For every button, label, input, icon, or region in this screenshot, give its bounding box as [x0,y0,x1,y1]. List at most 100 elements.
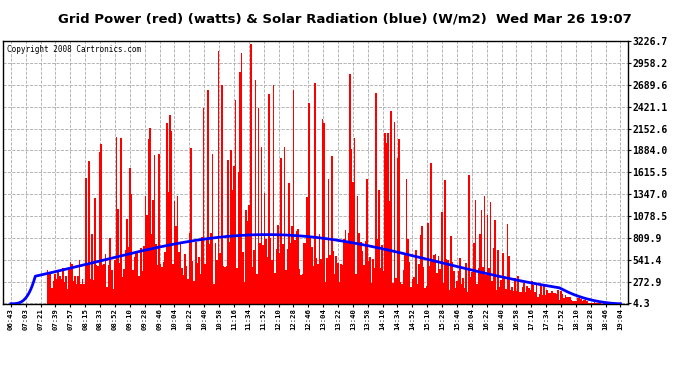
Bar [313,266,314,304]
Bar [230,150,232,304]
Bar [545,295,546,304]
Bar [333,251,334,304]
Bar [183,274,184,304]
Bar [477,268,479,304]
Bar [257,108,259,304]
Bar [497,250,499,304]
Bar [442,284,444,304]
Bar [496,290,497,304]
Bar [140,248,141,304]
Bar [189,234,190,304]
Bar [131,194,132,304]
Bar [132,270,134,304]
Bar [85,178,86,304]
Bar [526,286,528,304]
Bar [393,122,395,304]
Bar [203,108,204,304]
Bar [91,234,92,304]
Bar [67,290,68,304]
Bar [360,242,362,304]
Bar [129,168,131,304]
Bar [115,137,117,304]
Bar [593,302,595,304]
Bar [339,282,340,304]
Bar [290,243,291,304]
Text: Copyright 2008 Cartronics.com: Copyright 2008 Cartronics.com [7,45,141,54]
Bar [415,250,417,304]
Bar [288,183,290,304]
Bar [174,201,175,304]
Bar [465,263,467,304]
Bar [55,274,56,304]
Bar [110,238,111,304]
Bar [481,210,482,304]
Bar [574,301,575,304]
Bar [149,128,150,304]
Bar [569,297,571,304]
Bar [273,85,275,304]
Bar [471,272,473,304]
Bar [284,147,285,304]
Bar [222,266,224,304]
Bar [457,271,460,304]
Bar [571,300,573,304]
Bar [187,279,189,304]
Bar [146,216,148,304]
Bar [197,263,198,304]
Bar [508,256,510,304]
Bar [555,294,557,304]
Bar [170,130,172,304]
Bar [299,269,300,304]
Bar [268,94,270,304]
Bar [375,93,377,304]
Bar [70,262,71,304]
Bar [583,300,584,304]
Bar [217,260,218,304]
Bar [575,302,577,304]
Bar [282,244,284,304]
Bar [62,268,63,304]
Bar [108,266,110,304]
Bar [63,282,65,304]
Bar [500,280,502,304]
Bar [418,264,420,304]
Bar [294,240,296,304]
Bar [603,303,604,304]
Bar [297,229,299,304]
Bar [538,297,539,304]
Bar [235,100,236,304]
Bar [329,255,331,304]
Bar [380,268,382,304]
Bar [275,273,276,304]
Bar [204,264,206,304]
Bar [453,271,455,304]
Bar [363,266,364,304]
Bar [484,196,485,304]
Bar [86,264,88,304]
Bar [195,242,197,304]
Bar [305,243,306,304]
Bar [539,294,540,304]
Bar [184,254,186,304]
Bar [502,253,504,304]
Bar [597,303,598,304]
Bar [119,263,120,304]
Bar [121,277,124,304]
Bar [455,288,456,304]
Bar [432,259,433,304]
Bar [564,295,566,304]
Bar [227,160,228,304]
Bar [447,260,448,304]
Bar [369,257,371,304]
Bar [559,300,560,304]
Bar [100,144,102,304]
Bar [233,166,235,304]
Bar [96,265,97,304]
Bar [546,290,548,304]
Bar [489,268,490,304]
Bar [47,270,48,304]
Bar [342,266,343,304]
Bar [582,300,583,304]
Bar [259,243,261,304]
Bar [154,155,155,304]
